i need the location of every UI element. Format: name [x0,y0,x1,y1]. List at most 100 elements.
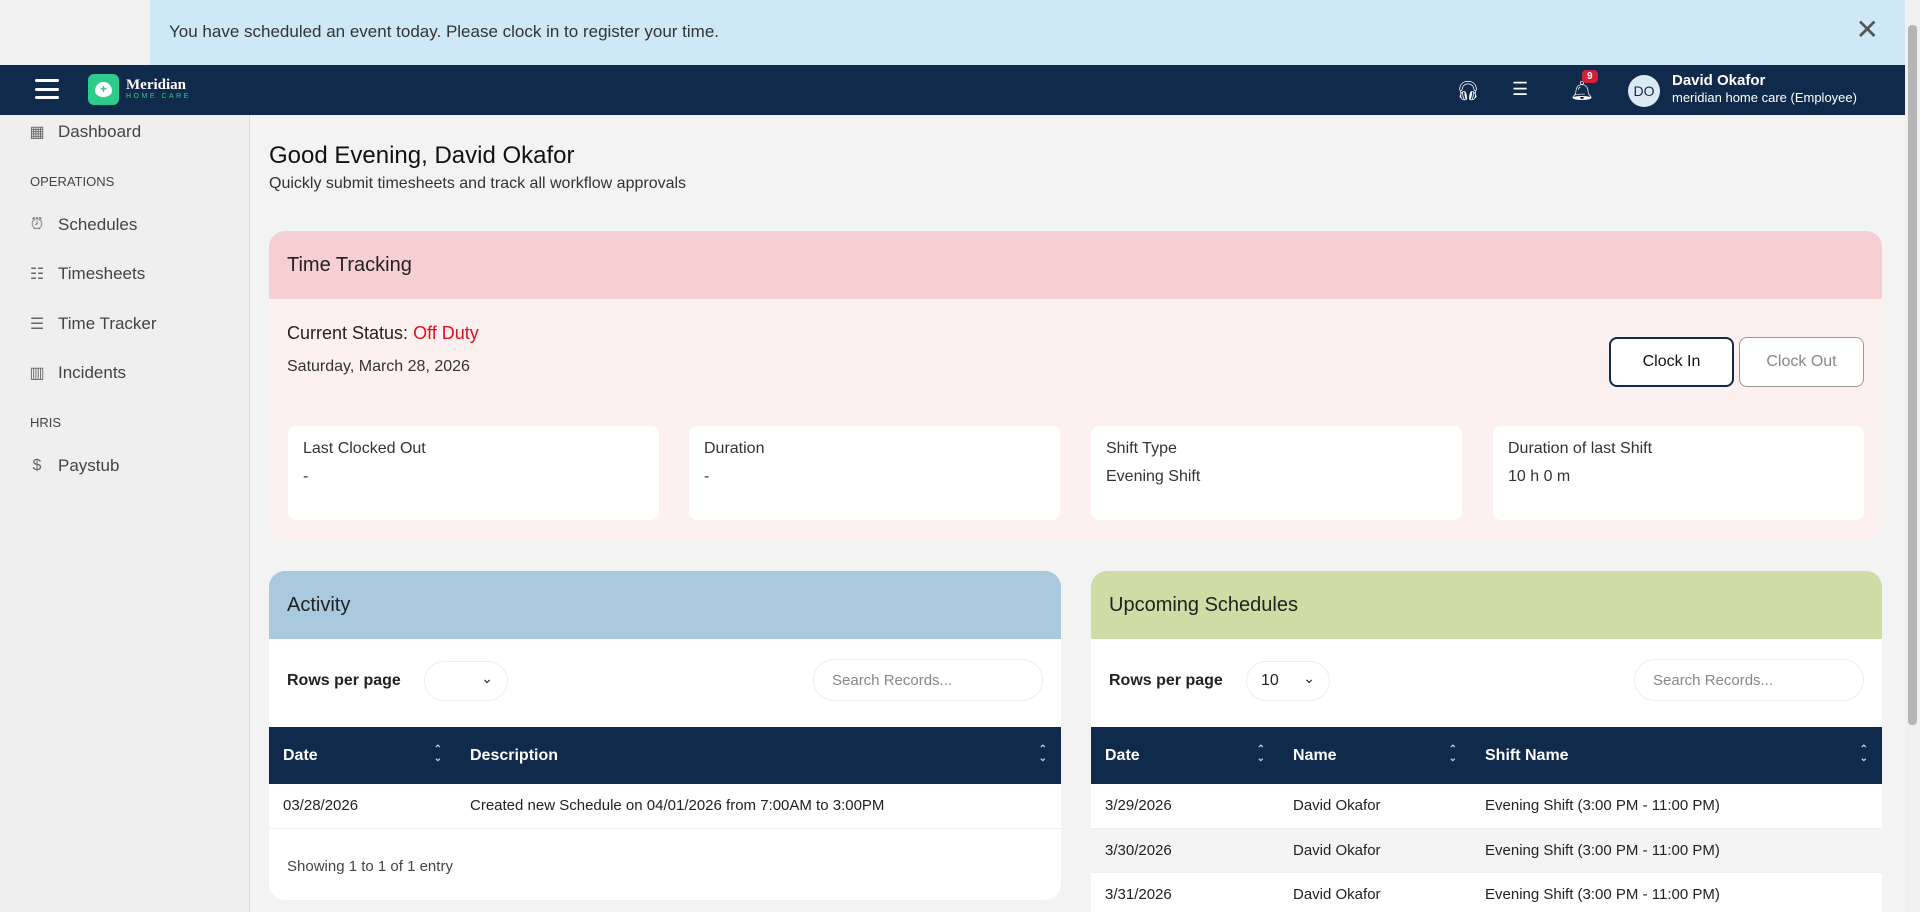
building-icon: ▥ [29,365,45,382]
sidebar-item-time-tracker[interactable]: ☰ Time Tracker [28,314,157,334]
brand-tagline: HOME CARE [126,93,191,100]
search-input[interactable] [813,659,1043,701]
stat-card: Duration - [689,426,1060,520]
banner-left-area [0,0,150,65]
stat-label: Duration of last Shift [1508,440,1653,457]
sidebar: ▦ Dashboard OPERATIONS ⏰︎ Schedules ☷ Times… [0,115,250,912]
rows-per-page-label: Rows per page [287,672,401,689]
cell-description: Created new Schedule on 04/01/2026 from … [456,784,1061,829]
sort-icon[interactable]: ⌃ ⌄ [1038,744,1047,764]
sort-icon[interactable]: ⌃ ⌄ [1859,744,1868,764]
cell-shift: Evening Shift (3:00 PM - 11:00 PM) [1471,784,1882,829]
activity-card: Activity Rows per page ⌄ Date ⌃⌄ Descript… [269,571,1061,900]
sidebar-item-incidents[interactable]: ▥ Incidents [28,363,126,383]
rows-per-page-label: Rows per page [1109,672,1223,689]
cell-name: David Okafor [1279,872,1471,912]
stat-label: Duration [704,440,765,457]
column-header-name[interactable]: Name ⌃ ⌄ [1279,727,1471,784]
table-row: 3/30/2026 David Okafor Evening Shift (3:00… [1091,828,1882,873]
grid-icon: ▦ [29,124,45,141]
cell-date: 3/30/2026 [1091,828,1279,873]
stat-value: - [704,468,710,485]
clock-out-button[interactable]: Clock Out [1739,337,1864,387]
header-label: Date [1105,746,1140,764]
notification-badge: 9 [1582,70,1598,83]
upcoming-table: Date ⌃ ⌄ Name ⌃ ⌄ Shift Name ⌃ ⌄ 3/29/2026 Davi… [1091,727,1882,912]
cell-name: David Okafor [1279,828,1471,873]
sidebar-item-dashboard[interactable]: ▦ Dashboard [28,122,141,142]
page-title: Good Evening, David Okafor [269,142,575,169]
table-row: 3/29/2026 David Okafor Evening Shift (3:00… [1091,784,1882,829]
column-header-date[interactable]: Date ⌃ ⌄ [269,727,456,784]
cell-shift: Evening Shift (3:00 PM - 11:00 PM) [1471,872,1882,912]
column-header-shift-name[interactable]: Shift Name ⌃ ⌄ [1471,727,1882,784]
brand-name: Meridian [126,77,186,93]
rows-per-page-select[interactable]: 10 ⌄ [1246,661,1330,701]
sidebar-item-timesheets[interactable]: ☷ Timesheets [28,264,145,284]
cell-date: 3/31/2026 [1091,872,1279,912]
logo-icon: + [88,74,119,105]
card-title: Upcoming Schedules [1091,571,1882,639]
chevron-down-icon: ⌄ [1303,670,1315,686]
stat-label: Shift Type [1106,440,1177,457]
stat-value: Evening Shift [1106,468,1201,485]
sidebar-item-paystub[interactable]: $ Paystub [28,456,120,476]
sort-icon[interactable]: ⌃ ⌄ [433,744,442,764]
list-tree-icon: ☰ [29,316,45,333]
dollar-icon: $ [32,457,42,474]
page-scrollbar[interactable] [1905,0,1920,912]
sidebar-item-label: Time Tracker [58,314,157,333]
scrollbar-thumb[interactable] [1908,25,1917,725]
current-status: Current Status: Off Duty [287,323,479,344]
rows-per-page-select[interactable]: ⌄ [424,661,508,701]
archive-icon: ☷ [29,266,45,283]
page-subtitle: Quickly submit timesheets and track all … [269,175,687,192]
close-icon[interactable]: ✕ [1855,14,1879,45]
stat-value: 10 h 0 m [1508,468,1571,485]
status-value: Off Duty [413,323,479,343]
sidebar-item-label: Schedules [58,215,138,234]
chevron-down-icon: ⌄ [481,670,493,686]
avatar[interactable]: DO [1628,75,1660,107]
stat-label: Last Clocked Out [303,440,426,457]
user-role: meridian home care (Employee) [1672,90,1857,105]
clock-in-button[interactable]: Clock In [1609,337,1734,387]
table-footer: Showing 1 to 1 of 1 entry [287,858,453,875]
section-hris: HRIS [30,415,62,430]
header-label: Shift Name [1485,746,1569,764]
top-nav: + Meridian HOME CARE 🎧︎ ☰ 🔔︎ 9 DO David … [0,65,1905,115]
stat-value: - [303,468,309,485]
card-title: Time Tracking [269,231,1882,299]
brand: Meridian HOME CARE [126,77,191,100]
card-title: Activity [269,571,1061,639]
header-label: Name [1293,746,1337,764]
column-header-description[interactable]: Description ⌃ ⌄ [456,727,1061,784]
stat-card: Last Clocked Out - [288,426,659,520]
sidebar-item-label: Dashboard [58,122,142,141]
user-name[interactable]: David Okafor [1672,72,1766,89]
message-icon[interactable]: ☰ [1512,79,1529,99]
header-label: Description [470,746,559,764]
column-header-date[interactable]: Date ⌃ ⌄ [1091,727,1279,784]
stat-card: Duration of last Shift 10 h 0 m [1493,426,1864,520]
select-value: 10 [1261,672,1279,689]
cell-name: David Okafor [1279,784,1471,829]
activity-table: Date ⌃ ⌄ Description ⌃ ⌄ 03/28/2026 Created n… [269,727,1061,829]
upcoming-schedules-card: Upcoming Schedules Rows per page 10 ⌄ Dat… [1091,571,1882,912]
status-label: Current Status: [287,323,409,343]
menu-icon[interactable] [35,79,59,99]
sidebar-item-label: Incidents [58,363,127,382]
cell-date: 03/28/2026 [269,784,456,829]
sort-icon[interactable]: ⌃ ⌄ [1256,744,1265,764]
cell-date: 3/29/2026 [1091,784,1279,829]
bell-icon[interactable]: 🔔︎ [1570,81,1595,102]
search-input[interactable] [1634,659,1864,701]
table-row: 03/28/2026 Created new Schedule on 04/01/… [269,784,1061,829]
sidebar-item-schedules[interactable]: ⏰︎ Schedules [28,215,138,235]
sidebar-item-label: Timesheets [58,264,146,283]
table-row: 3/31/2026 David Okafor Evening Shift (3:00… [1091,872,1882,912]
headset-icon[interactable]: 🎧︎ [1456,81,1481,102]
sort-icon[interactable]: ⌃ ⌄ [1448,744,1457,764]
time-tracking-card: Time Tracking Current Status: Off Duty S… [269,231,1882,539]
section-operations: OPERATIONS [30,174,115,189]
